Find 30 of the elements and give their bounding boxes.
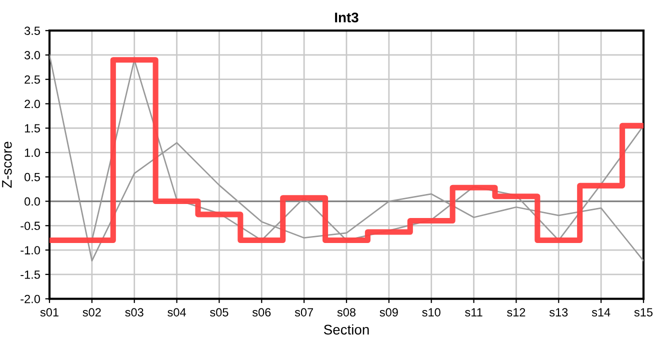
y-tick-label: 1.0 (24, 148, 40, 157)
x-tick-label: s05 (210, 308, 228, 316)
y-tick-label: 2.5 (24, 75, 40, 84)
y-tick-label: 2.0 (24, 100, 40, 108)
x-tick-label: s08 (337, 308, 356, 316)
x-tick-label: s02 (82, 308, 101, 316)
y-axis-title: Z-score (2, 142, 12, 188)
y-tick-label: 3.0 (24, 51, 40, 60)
x-tick-label: s10 (422, 308, 440, 316)
x-axis-title: Section (324, 324, 369, 335)
y-tick-label: -2.0 (20, 294, 40, 304)
x-tick-label: s03 (125, 308, 144, 316)
y-tick-label: -0.5 (20, 222, 40, 230)
y-tick-label: -1.0 (20, 246, 40, 254)
x-tick-label: s15 (634, 308, 653, 316)
x-tick-label: s13 (549, 308, 568, 316)
y-tick-label: -1.5 (20, 270, 40, 279)
x-tick-label: s12 (507, 308, 526, 316)
y-tick-label: 3.5 (24, 26, 40, 35)
x-tick-label: s14 (592, 308, 610, 316)
y-tick-label: 1.5 (24, 124, 40, 133)
y-tick-label: 0.5 (24, 172, 40, 182)
x-tick-label: s01 (40, 308, 58, 316)
x-tick-label: s11 (465, 308, 482, 316)
chart-title: Int3 (335, 12, 358, 22)
x-tick-label: s06 (252, 308, 271, 316)
x-tick-label: s04 (168, 308, 186, 316)
y-tick-label: 0.0 (24, 197, 40, 206)
x-tick-label: s07 (294, 308, 313, 316)
x-tick-label: s09 (380, 308, 398, 316)
